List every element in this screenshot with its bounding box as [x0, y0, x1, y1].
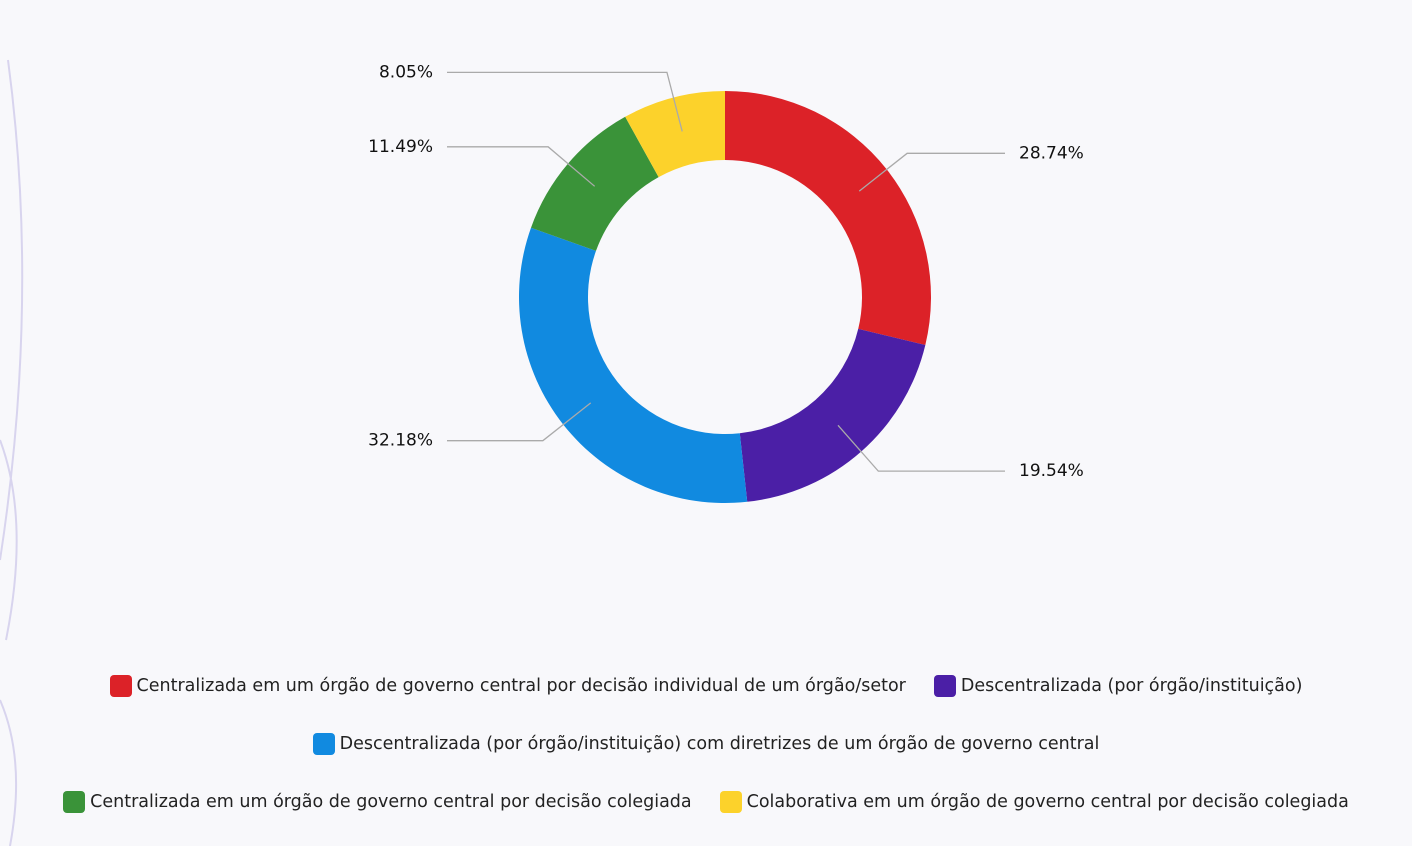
data-label: 19.54%: [1019, 461, 1084, 481]
legend-label: Centralizada em um órgão de governo cent…: [90, 792, 692, 812]
legend-row: Centralizada em um órgão de governo cent…: [0, 791, 1412, 813]
data-label: 8.05%: [379, 62, 433, 82]
donut-slice: [625, 91, 725, 178]
leader-line: [837, 424, 1005, 472]
legend-item[interactable]: Descentralizada (por órgão/instituição): [933, 675, 1303, 697]
legend-label: Colaborativa em um órgão de governo cent…: [746, 792, 1349, 812]
donut-slice: [725, 91, 931, 345]
legend-label: Centralizada em um órgão de governo cent…: [136, 676, 906, 696]
data-label: 11.49%: [368, 137, 433, 157]
data-label: 32.18%: [368, 431, 433, 451]
legend-swatch: [933, 675, 956, 697]
donut-slice: [531, 116, 659, 251]
donut-slice: [739, 328, 926, 502]
legend-swatch: [109, 675, 132, 697]
leader-line: [858, 152, 1005, 192]
legend-swatch: [63, 791, 86, 813]
legend-label: Descentralizada (por órgão/instituição): [960, 676, 1303, 696]
legend-item[interactable]: Centralizada em um órgão de governo cent…: [109, 675, 906, 697]
leader-line: [447, 402, 592, 442]
decoration: [0, 59, 24, 846]
legend-row: Centralizada em um órgão de governo cent…: [0, 675, 1412, 697]
legend-item[interactable]: Colaborativa em um órgão de governo cent…: [719, 791, 1349, 813]
leader-line: [447, 71, 683, 132]
leader-line: [447, 146, 596, 187]
data-label: 28.74%: [1019, 143, 1084, 163]
legend-label: Descentralizada (por órgão/instituição) …: [339, 734, 1100, 754]
legend-row: Descentralizada (por órgão/instituição) …: [0, 733, 1412, 755]
legend-swatch: [719, 791, 742, 813]
legend-item[interactable]: Descentralizada (por órgão/instituição) …: [312, 733, 1100, 755]
donut-slice: [519, 227, 748, 504]
legend-swatch: [312, 733, 335, 755]
legend-item[interactable]: Centralizada em um órgão de governo cent…: [63, 791, 692, 813]
